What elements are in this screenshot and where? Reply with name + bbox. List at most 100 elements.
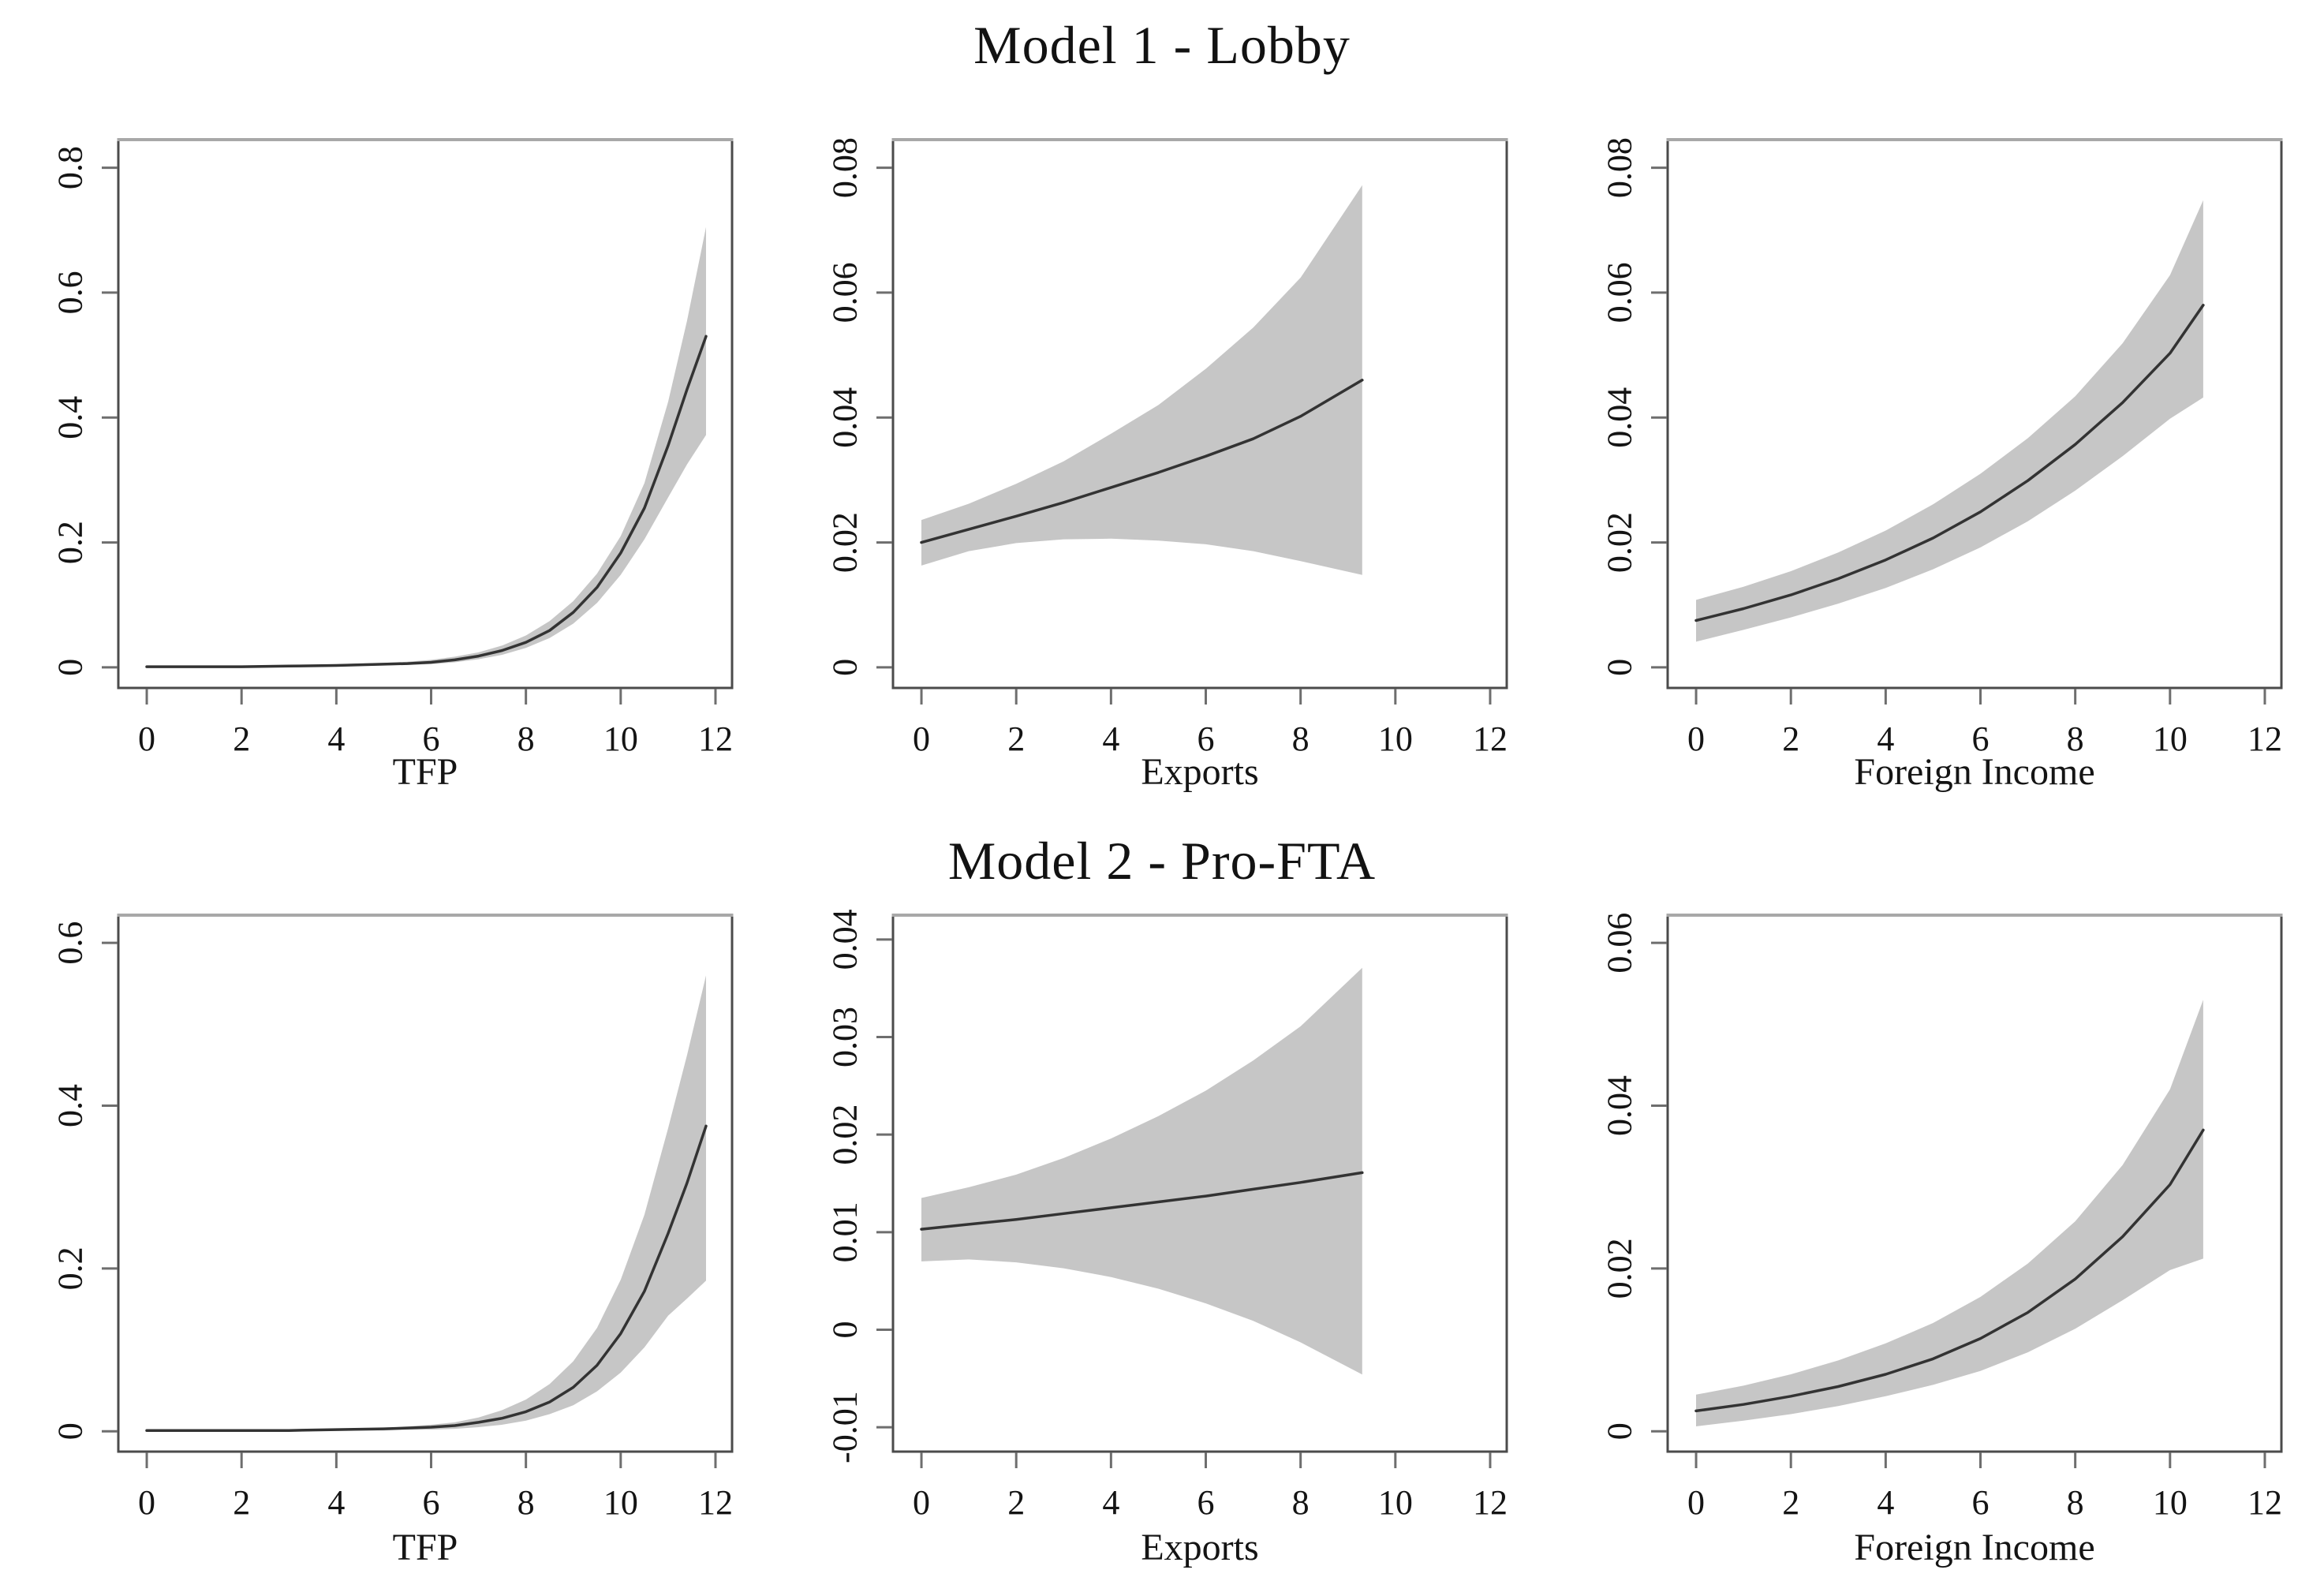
y-tick-label: 0.06 — [825, 262, 864, 323]
x-tick-label: 2 — [1007, 1483, 1025, 1522]
y-tick-label: 0.04 — [1600, 387, 1638, 448]
x-tick-label: 6 — [1972, 1483, 1990, 1522]
x-axis-label: Foreign Income — [1854, 1527, 2094, 1568]
y-tick-label: 0.08 — [825, 137, 864, 198]
x-tick-label: 0 — [1687, 719, 1705, 758]
x-tick-label: 12 — [1473, 1483, 1508, 1522]
y-tick-label: 0.4 — [50, 396, 89, 439]
x-tick-label: 2 — [1007, 719, 1025, 758]
confidence-band — [1696, 1000, 2203, 1426]
mean-line — [920, 1171, 1364, 1231]
x-axis-label: Exports — [1141, 1527, 1258, 1568]
mean-line — [145, 1124, 708, 1432]
confidence-band — [921, 185, 1362, 575]
x-tick-label: 2 — [1782, 719, 1799, 758]
y-tick-label: 0 — [825, 1321, 864, 1338]
mean-line — [145, 335, 708, 668]
x-tick-label: 0 — [138, 719, 155, 758]
plot-model1-tfp: 0 2 4 6 8 10 12 0 0.2 0.4 0.6 0.8 TFP — [50, 138, 734, 793]
x-tick-label: 4 — [1877, 1483, 1894, 1522]
y-tick-label: 0.02 — [1600, 512, 1638, 573]
y-tick-label: 0.8 — [50, 146, 89, 189]
x-tick-label: 8 — [2067, 719, 2084, 758]
x-tick-label: 10 — [1378, 1483, 1413, 1522]
x-tick-label: 2 — [233, 1483, 250, 1522]
x-tick-label: 0 — [138, 1483, 155, 1522]
confidence-band — [921, 967, 1362, 1375]
y-tick-label: 0.02 — [825, 512, 864, 573]
x-tick-label: 4 — [327, 719, 345, 758]
y-tick-label: 0.6 — [50, 271, 89, 314]
x-tick-label: 6 — [423, 1483, 440, 1522]
y-tick-label: 0.6 — [50, 921, 89, 965]
y-tick-label: 0.02 — [1600, 1238, 1638, 1299]
y-tick-label: 0 — [1600, 659, 1638, 676]
x-tick-label: 10 — [603, 1483, 638, 1522]
x-axis-label: Exports — [1141, 751, 1258, 793]
y-tick-label: 0.2 — [50, 1246, 89, 1290]
mean-line — [920, 379, 1364, 544]
x-tick-label: 0 — [1687, 1483, 1705, 1522]
x-tick-label: 0 — [913, 1483, 930, 1522]
x-axis-label: Foreign Income — [1854, 751, 2094, 793]
x-axis-label: TFP — [393, 751, 458, 793]
x-tick-label: 4 — [327, 1483, 345, 1522]
x-tick-label: 10 — [2153, 1483, 2188, 1522]
y-tick-label: 0 — [50, 659, 89, 676]
plot-model1-exports: 0 2 4 6 8 10 12 0 0.02 0.04 0.06 0.08 Exports — [825, 137, 1508, 793]
y-tick-label: 0.4 — [50, 1084, 89, 1127]
plot-model2-foreign-income: 0 2 4 6 8 10 12 0 0.02 0.04 0.06 Foreign Income — [1600, 913, 2283, 1568]
x-tick-label: 12 — [2247, 719, 2282, 758]
x-tick-label: 10 — [2153, 719, 2188, 758]
confidence-band — [1696, 200, 2203, 642]
x-tick-label: 12 — [1473, 719, 1508, 758]
y-tick-label: -0.01 — [825, 1391, 864, 1463]
y-tick-label: 0.03 — [825, 1007, 864, 1067]
x-axis-label: TFP — [393, 1527, 458, 1568]
y-tick-label: 0 — [50, 1422, 89, 1440]
x-tick-label: 8 — [2067, 1483, 2084, 1522]
x-tick-label: 8 — [517, 719, 535, 758]
row1-title: Model 1 - Lobby — [973, 15, 1351, 75]
mean-line — [1694, 304, 2205, 622]
y-tick-label: 0.06 — [1600, 913, 1638, 974]
x-tick-label: 8 — [1292, 1483, 1310, 1522]
y-tick-label: 0.04 — [825, 387, 864, 448]
x-tick-label: 6 — [1197, 719, 1215, 758]
x-tick-label: 6 — [1972, 719, 1990, 758]
x-tick-label: 4 — [1102, 719, 1119, 758]
x-tick-label: 2 — [233, 719, 250, 758]
x-tick-label: 12 — [698, 719, 733, 758]
y-tick-label: 0.08 — [1600, 137, 1638, 198]
x-tick-label: 4 — [1102, 1483, 1119, 1522]
plot-model1-foreign-income: 0 2 4 6 8 10 12 0 0.02 0.04 0.06 0.08 Foreign Income — [1600, 137, 2283, 793]
x-tick-label: 2 — [1782, 1483, 1799, 1522]
y-tick-label: 0.01 — [825, 1202, 864, 1262]
x-tick-label: 10 — [1378, 719, 1413, 758]
x-tick-label: 8 — [517, 1483, 535, 1522]
plot-border — [117, 914, 734, 1453]
plot-model2-tfp: 0 2 4 6 8 10 12 0 0.2 0.4 0.6 TFP — [50, 914, 734, 1568]
y-tick-label: 0.06 — [1600, 262, 1638, 323]
mean-line — [1694, 1128, 2205, 1413]
y-tick-label: 0.02 — [825, 1104, 864, 1165]
plot-model2-exports: 0 2 4 6 8 10 12 -0.01 0 0.01 0.02 0.03 0.04 Exports — [825, 909, 1508, 1568]
x-tick-label: 12 — [2247, 1483, 2282, 1522]
confidence-band — [147, 226, 706, 667]
x-tick-label: 6 — [1197, 1483, 1215, 1522]
y-tick-label: 0.04 — [825, 909, 864, 970]
y-tick-label: 0.04 — [1600, 1075, 1638, 1136]
x-tick-label: 0 — [913, 719, 930, 758]
confidence-band — [147, 975, 706, 1432]
y-tick-label: 0 — [1600, 1422, 1638, 1440]
y-tick-label: 0 — [825, 659, 864, 676]
x-tick-label: 4 — [1877, 719, 1894, 758]
x-tick-label: 12 — [698, 1483, 733, 1522]
row2-title: Model 2 - Pro-FTA — [947, 831, 1377, 891]
plot-border — [117, 138, 734, 690]
x-tick-label: 8 — [1292, 719, 1310, 758]
x-tick-label: 10 — [603, 719, 638, 758]
x-tick-label: 6 — [423, 719, 440, 758]
y-tick-label: 0.2 — [50, 521, 89, 564]
